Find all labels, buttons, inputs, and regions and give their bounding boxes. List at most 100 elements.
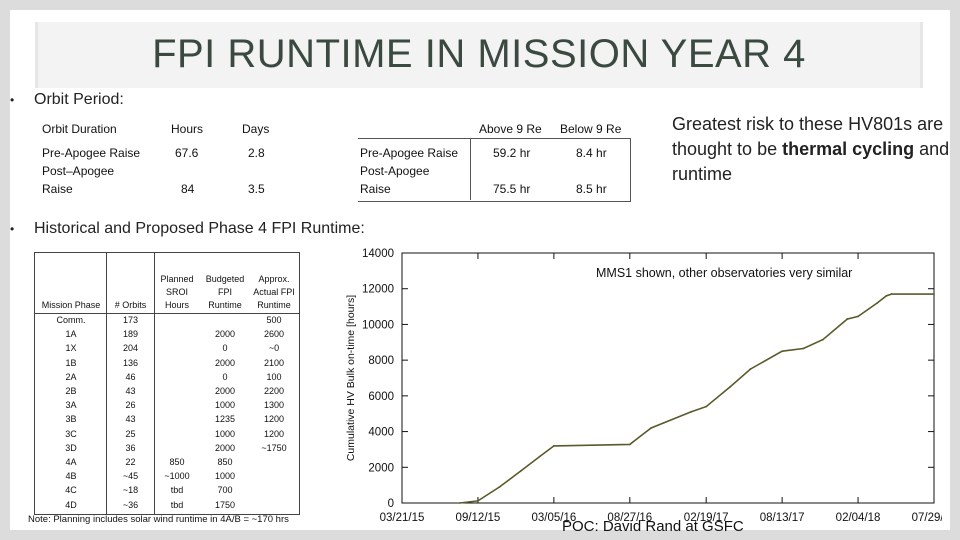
table-cell-approx: 1200 (263, 428, 285, 439)
header-orbit-duration: Orbit Duration (42, 122, 117, 136)
row-label: Raise (360, 182, 391, 196)
planning-note: Note: Planning includes solar wind runti… (28, 514, 289, 525)
header-hours: Hours (171, 122, 204, 136)
table-cell-budgeted: 1235 (214, 414, 236, 425)
table-cell-approx: 2200 (263, 386, 285, 396)
data-point (650, 427, 652, 429)
table-cell-approx: 1300 (263, 400, 285, 411)
y-tick-label: 0 (388, 498, 394, 510)
data-point (690, 411, 692, 413)
bullet-runtime-text: Historical and Proposed Phase 4 FPI Runt… (34, 220, 365, 237)
table-cell-approx: 100 (266, 371, 282, 382)
table-cell-phase: 2B (65, 386, 77, 396)
data-point (498, 486, 501, 488)
days-value: 2.8 (248, 146, 265, 160)
bullet-dot: • (10, 222, 15, 236)
risk-note-emphasis: thermal cycling (782, 139, 915, 159)
data-point (538, 455, 541, 458)
data-point (628, 443, 631, 446)
table-divider (106, 253, 107, 514)
table-cell-orbits: ~18 (122, 485, 139, 496)
above-value: 75.5 hr (493, 182, 531, 196)
x-tick-label: 08/13/17 (760, 512, 805, 524)
y-tick-label: 2000 (368, 462, 394, 474)
y-tick-label: 14000 (362, 248, 394, 260)
header-approx: Approx. (258, 274, 290, 284)
data-point (890, 293, 893, 295)
x-tick-label: 02/19/17 (684, 512, 729, 524)
table-cell-phase: Comm. (56, 315, 86, 325)
header-planned: Hours (164, 300, 189, 310)
below-value: 8.4 hr (576, 146, 607, 160)
data-point (876, 302, 879, 304)
header-planned: Planned (160, 274, 194, 284)
page-title: FPI RUNTIME IN MISSION YEAR 4 (152, 32, 806, 76)
table-cell-orbits: 136 (122, 357, 139, 368)
runtime-chart: 0 2000 4000 6000 8000 10000 12000 14000 03/21/15… (345, 248, 942, 524)
row-label: Raise (42, 182, 73, 196)
table-cell-approx: 1200 (263, 414, 285, 425)
table-cell-orbits: 189 (122, 329, 139, 340)
runtime-table: Mission Phase # Orbits Planned SROI Hour… (34, 252, 300, 515)
header-below-9re: Below 9 Re (560, 122, 622, 136)
table-cell-planned: ~1000 (164, 471, 190, 482)
header-planned: SROI (165, 287, 188, 297)
hours-value: 67.6 (175, 146, 199, 160)
row-label: Post–Apogee (42, 164, 115, 178)
table-cell-phase: 4A (65, 457, 77, 467)
table-divider (35, 313, 299, 314)
chart-caption: MMS1 shown, other observatories very sim… (596, 266, 853, 280)
table-cell-orbits: 46 (125, 371, 136, 382)
table-cell-budgeted: 0 (222, 343, 228, 354)
table-cell-orbits: 22 (125, 457, 136, 467)
row-label: Post-Apogee (360, 164, 430, 178)
poc-text: POC: David Rand at GSFC (562, 518, 744, 535)
table-cell-orbits: 36 (125, 442, 136, 453)
x-tick-label: 08/27/16 (607, 512, 652, 524)
table-cell-phase: 3C (65, 428, 77, 439)
table-cell-budgeted: 2000 (214, 442, 236, 453)
series-line (459, 293, 934, 504)
above-value: 59.2 hr (493, 146, 531, 160)
table-cell-orbits: 43 (125, 414, 136, 425)
bullet-orbit-period: • Orbit Period: (10, 91, 124, 109)
table-cell-budgeted: 2000 (214, 329, 236, 340)
table-cell-orbits: 43 (125, 386, 136, 396)
header-approx: Actual FPI (253, 287, 295, 297)
y-tick-label: 12000 (362, 284, 394, 296)
table-cell-approx: ~0 (268, 343, 280, 354)
row-label: Pre-Apogee Raise (42, 146, 141, 160)
table-divider (470, 138, 471, 200)
table-cell-orbits: ~45 (122, 471, 139, 482)
table-cell-budgeted: 2000 (214, 357, 236, 368)
table-cell-phase: 1X (65, 343, 77, 354)
x-tick-label: 09/12/15 (456, 512, 501, 524)
y-tick-label: 10000 (362, 319, 394, 331)
x-tick-label: 07/29/18 (912, 512, 942, 524)
data-point (933, 293, 935, 295)
table-cell-budgeted: 700 (217, 485, 233, 496)
table-cell-phase: 4B (65, 471, 77, 482)
table-cell-orbits: 173 (122, 315, 139, 325)
table-cell-phase: 3B (65, 414, 77, 425)
data-point (519, 469, 522, 472)
header-mission-phase: Mission Phase (41, 300, 101, 310)
data-point (857, 315, 859, 318)
data-point (458, 502, 461, 504)
y-axis-label: Cumulative HV Bulk on-time [hours] (345, 295, 357, 461)
below-value: 8.5 hr (576, 182, 607, 196)
x-tick-label: 02/04/18 (836, 512, 881, 524)
table-cell-phase: 4C (65, 485, 77, 496)
bullet-dot: • (10, 93, 15, 107)
header-orbits: # Orbits (114, 300, 147, 310)
data-point (822, 338, 824, 341)
plot-frame (401, 252, 935, 504)
orbit-duration-table: Orbit Duration Hours Days Pre-Apogee Rai… (42, 122, 302, 202)
table-cell-budgeted: 0 (222, 371, 228, 382)
hours-value: 84 (181, 182, 195, 196)
table-cell-approx: 2600 (263, 329, 285, 340)
table-cell-budgeted: 2000 (214, 386, 236, 396)
y-tick-label: 4000 (368, 427, 394, 439)
table-cell-budgeted: 1750 (214, 499, 236, 510)
days-value: 3.5 (248, 182, 265, 196)
